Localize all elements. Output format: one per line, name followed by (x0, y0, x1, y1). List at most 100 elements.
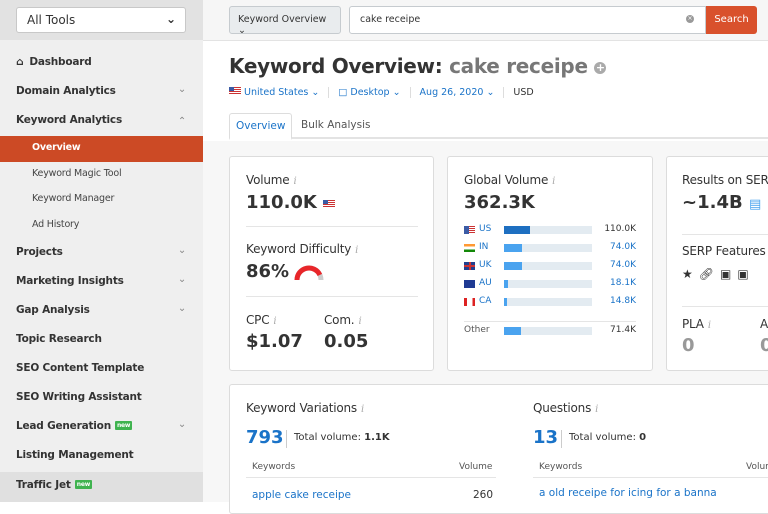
volume-bar-fill (504, 244, 522, 252)
sidebar-item-traffic-jet[interactable]: Traffic Jet new (0, 472, 203, 502)
pla-value: 0 (682, 335, 695, 356)
volume-bar (504, 327, 592, 335)
country-row-uk[interactable]: UK 74.0K (464, 259, 636, 273)
difficulty-label: Keyword Difficulty i (246, 242, 359, 256)
chevron-down-icon: ⌄ (177, 245, 186, 256)
sidebar-item-lead-generation[interactable]: Lead Generation new ⌄ (0, 413, 203, 442)
country-row-au[interactable]: AU 18.1K (464, 277, 636, 291)
database-label: United States (244, 87, 309, 98)
sidebar-item-label: SEO Writing Assistant (16, 391, 142, 403)
questions-count[interactable]: 13 (533, 427, 559, 448)
uk-flag-icon (464, 262, 475, 270)
sidebar-subitem-ad-history[interactable]: Ad History (32, 219, 80, 230)
sidebar-item-topic-research[interactable]: Topic Research (0, 326, 203, 355)
volume-bar-fill (504, 262, 522, 270)
au-flag-icon (464, 280, 475, 288)
variations-total: Total volume: 1.1K (286, 430, 390, 448)
question-keyword-link[interactable]: a old receipe for icing for a banna (539, 487, 717, 499)
info-icon[interactable]: i (707, 320, 711, 331)
col-keywords: Keywords (539, 462, 583, 472)
add-icon[interactable]: + (594, 61, 607, 74)
col-volume: Volume (746, 462, 768, 472)
country-volume: 110.0K (604, 224, 636, 234)
date-select[interactable]: Aug 26, 2020 ⌄ (420, 87, 505, 98)
divider (682, 234, 768, 235)
volume-bar (504, 226, 592, 234)
info-icon[interactable]: i (552, 176, 556, 187)
country-volume: 18.1K (610, 278, 636, 288)
sidebar-subitem-overview[interactable]: Overview (0, 136, 203, 162)
serp-document-icon[interactable]: ▤ (748, 197, 762, 212)
sidebar-item-seo-writing-assistant[interactable]: SEO Writing Assistant (0, 384, 203, 413)
sidebar-subitem-keyword-manager[interactable]: Keyword Manager (32, 193, 115, 204)
info-icon[interactable]: i (355, 245, 359, 256)
sidebar-item-gap-analysis[interactable]: Gap Analysis ⌄ (0, 297, 203, 326)
tab-bulk-analysis[interactable]: Bulk Analysis (301, 119, 371, 131)
serp-card: Results on SERP ~1.4B ▤ SERP Features ★🔗… (666, 156, 768, 371)
cpc-label: CPC i (246, 313, 277, 327)
variations-count[interactable]: 793 (246, 427, 284, 448)
country-code: CA (479, 296, 492, 306)
chevron-down-icon: ⌄ (177, 303, 186, 314)
tab-overview[interactable]: Overview (229, 113, 293, 140)
sidebar-item-label: Gap Analysis (16, 304, 90, 316)
questions-label: Questions i (533, 401, 599, 415)
clear-icon[interactable]: × (686, 15, 694, 23)
tabs: Overview Bulk Analysis (229, 113, 768, 140)
pla-label: PLA i (682, 317, 711, 331)
divider (682, 306, 768, 307)
sidebar-item-label: Traffic Jet (16, 479, 71, 491)
country-code: AU (479, 278, 492, 288)
title-text: Keyword Overview: (229, 54, 443, 78)
global-volume-value: 362.3K (464, 192, 535, 213)
country-row-ca[interactable]: CA 14.8K (464, 295, 636, 309)
global-volume-card: Global Volume i 362.3K US 110.0K IN 74.0K UK 7… (447, 156, 653, 371)
divider (533, 477, 768, 478)
search-input[interactable]: cake receipe (349, 6, 706, 34)
volume-bar-fill (504, 327, 521, 335)
in-flag-icon (464, 244, 475, 252)
serp-feature-icons: ★🔗︎▣▣ (682, 267, 755, 281)
country-code: IN (479, 242, 489, 252)
sidebar-item-label: Marketing Insights (16, 275, 124, 287)
results-value: ~1.4B ▤ (682, 192, 762, 213)
questions-total: Total volume: 0 (561, 430, 646, 448)
variation-keyword-link[interactable]: apple cake receipe (252, 489, 352, 501)
gauge-fill (294, 265, 323, 281)
search-button[interactable]: Search (706, 6, 757, 34)
sidebar-item-listing-management[interactable]: Listing Management (0, 442, 203, 471)
variations-questions-card: Keyword Variations i 793 Total volume: 1.… (229, 384, 768, 514)
volume-bar-fill (504, 298, 507, 306)
com-label: Com. i (324, 313, 362, 327)
info-icon[interactable]: i (273, 316, 277, 327)
us-flag-icon (323, 200, 336, 208)
all-tools-label: All Tools (27, 13, 76, 27)
country-row-us[interactable]: US 110.0K (464, 223, 636, 237)
sidebar-subitem-keyword-magic-tool[interactable]: Keyword Magic Tool (32, 168, 122, 179)
info-icon[interactable]: i (360, 404, 364, 415)
keyword-metrics-card: Volume i 110.0K Keyword Difficulty i 86% C… (229, 156, 434, 371)
sidebar-item-keyword-analytics[interactable]: Keyword Analytics ⌃ (0, 107, 203, 136)
info-icon[interactable]: i (358, 316, 362, 327)
country-row-in[interactable]: IN 74.0K (464, 241, 636, 255)
info-icon[interactable]: i (595, 404, 599, 415)
device-select[interactable]: □ Desktop ⌄ (338, 87, 411, 98)
sidebar-item-seo-content-template[interactable]: SEO Content Template (0, 355, 203, 384)
country-row-other: Other 71.4K (464, 324, 636, 338)
sidebar-item-label: Topic Research (16, 333, 102, 345)
info-icon[interactable]: i (293, 176, 297, 187)
sidebar-item-marketing-insights[interactable]: Marketing Insights ⌄ (0, 268, 203, 297)
sidebar-item-projects[interactable]: Projects ⌄ (0, 239, 203, 268)
sidebar-item-label: Projects (16, 246, 63, 258)
chevron-down-icon: ⌄ (238, 25, 246, 36)
sidebar-item-label: Lead Generation (16, 420, 111, 432)
sidebar-item-dashboard[interactable]: ⌂ Dashboard (0, 49, 203, 78)
home-icon: ⌂ (16, 56, 24, 68)
variation-volume: 260 (473, 489, 494, 501)
all-tools-select[interactable]: All Tools ⌄ (16, 7, 186, 33)
sidebar-item-domain-analytics[interactable]: Domain Analytics ⌄ (0, 78, 203, 107)
other-value: 71.4K (610, 325, 636, 335)
tool-select[interactable]: Keyword Overview ⌄ (229, 6, 341, 36)
sidebar-item-label: Dashboard (29, 56, 92, 68)
database-select[interactable]: United States ⌄ (229, 87, 330, 98)
